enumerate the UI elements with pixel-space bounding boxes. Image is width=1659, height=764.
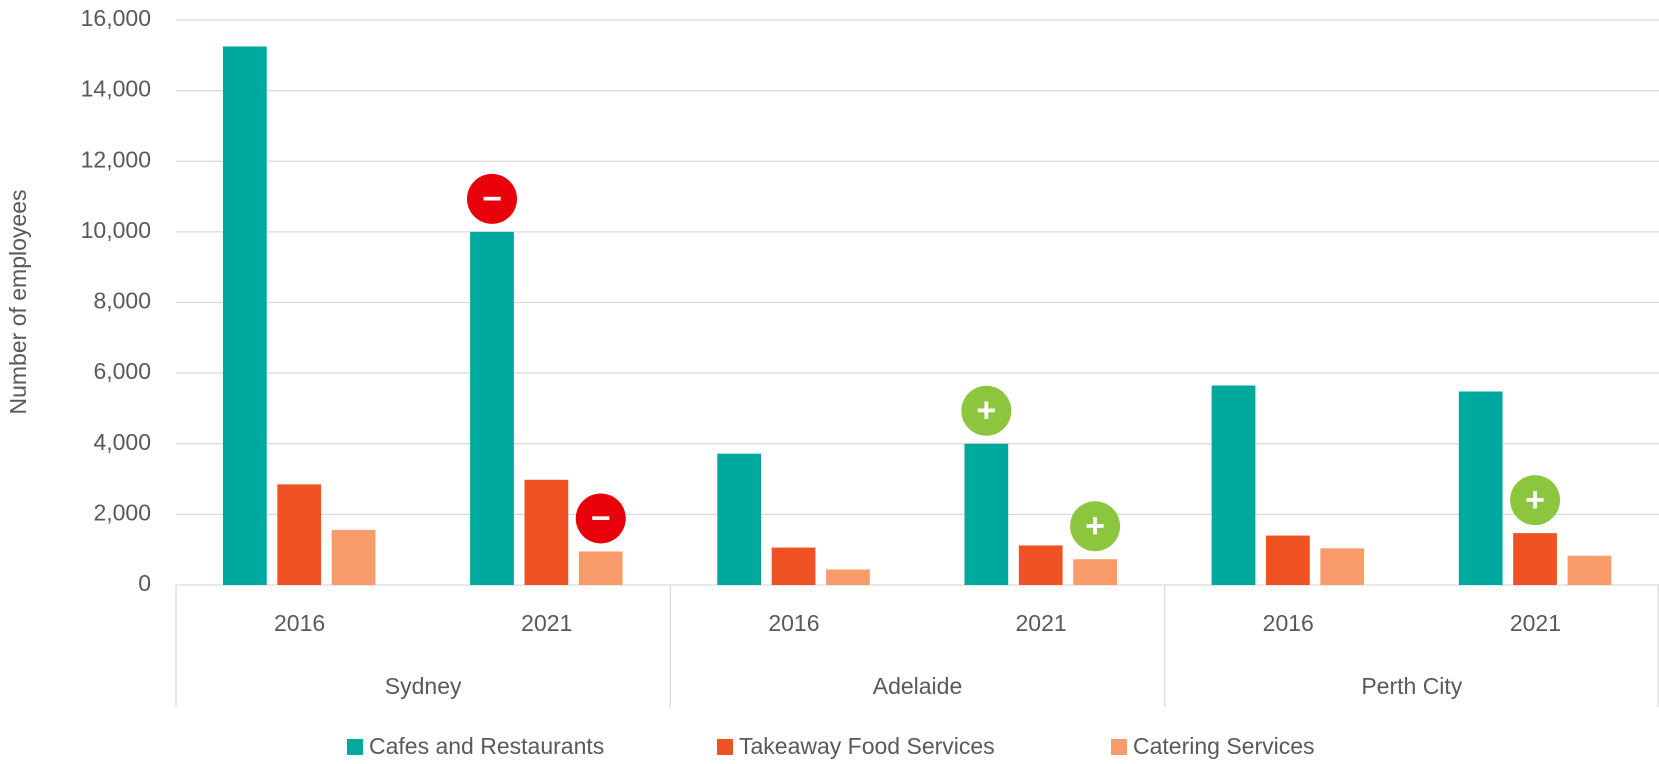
bar — [331, 529, 376, 585]
annotation-icon — [1070, 501, 1121, 552]
bar — [771, 547, 816, 585]
bar — [277, 484, 322, 585]
annotation-label: + — [1085, 507, 1105, 545]
bar — [578, 551, 623, 585]
legend-swatch — [1111, 739, 1127, 755]
y-tick-label: 14,000 — [81, 76, 151, 102]
annotation-icon — [575, 493, 626, 544]
legend-label: Catering Services — [1133, 733, 1315, 759]
bar — [1073, 559, 1117, 585]
bar — [1513, 533, 1557, 585]
y-tick-label: 10,000 — [81, 217, 151, 243]
y-tick-label: 12,000 — [81, 146, 151, 172]
y-tick-label: 16,000 — [81, 5, 151, 31]
bar — [1458, 391, 1503, 585]
annotation-icon — [467, 173, 518, 224]
y-axis-label: Number of employees — [5, 190, 31, 415]
y-tick-label: 6,000 — [93, 358, 151, 384]
group-label: Perth City — [1361, 673, 1462, 699]
legend-swatch — [347, 739, 363, 755]
legend-label: Cafes and Restaurants — [369, 733, 604, 759]
annotation-label: + — [976, 392, 996, 430]
x-tick-label: 2016 — [1263, 610, 1314, 636]
y-tick-label: 4,000 — [93, 429, 151, 455]
y-tick-label: 2,000 — [93, 499, 151, 525]
group-label: Adelaide — [873, 673, 963, 699]
x-tick-label: 2021 — [521, 610, 572, 636]
bar — [826, 569, 870, 585]
bar — [1320, 548, 1365, 585]
x-tick-label: 2016 — [274, 610, 325, 636]
bar — [1211, 385, 1256, 585]
annotation-label: − — [482, 180, 502, 218]
x-tick-label: 2016 — [768, 610, 819, 636]
annotation-icon — [1510, 475, 1561, 526]
annotation-icon — [961, 385, 1012, 436]
bar — [964, 443, 1009, 585]
x-tick-label: 2021 — [1510, 610, 1561, 636]
bar — [524, 479, 569, 585]
bar — [222, 46, 267, 585]
annotation-label: − — [591, 499, 611, 537]
bar — [717, 453, 762, 585]
legend-swatch — [717, 739, 733, 755]
bar — [1266, 535, 1310, 585]
bar — [470, 231, 514, 585]
bar — [1018, 545, 1063, 585]
y-tick-label: 8,000 — [93, 288, 151, 314]
annotation-label: + — [1525, 481, 1545, 519]
x-tick-label: 2021 — [1015, 610, 1066, 636]
y-tick-label: 0 — [138, 570, 151, 596]
legend-label: Takeaway Food Services — [739, 733, 995, 759]
bar — [1567, 555, 1612, 585]
group-label: Sydney — [385, 673, 462, 699]
